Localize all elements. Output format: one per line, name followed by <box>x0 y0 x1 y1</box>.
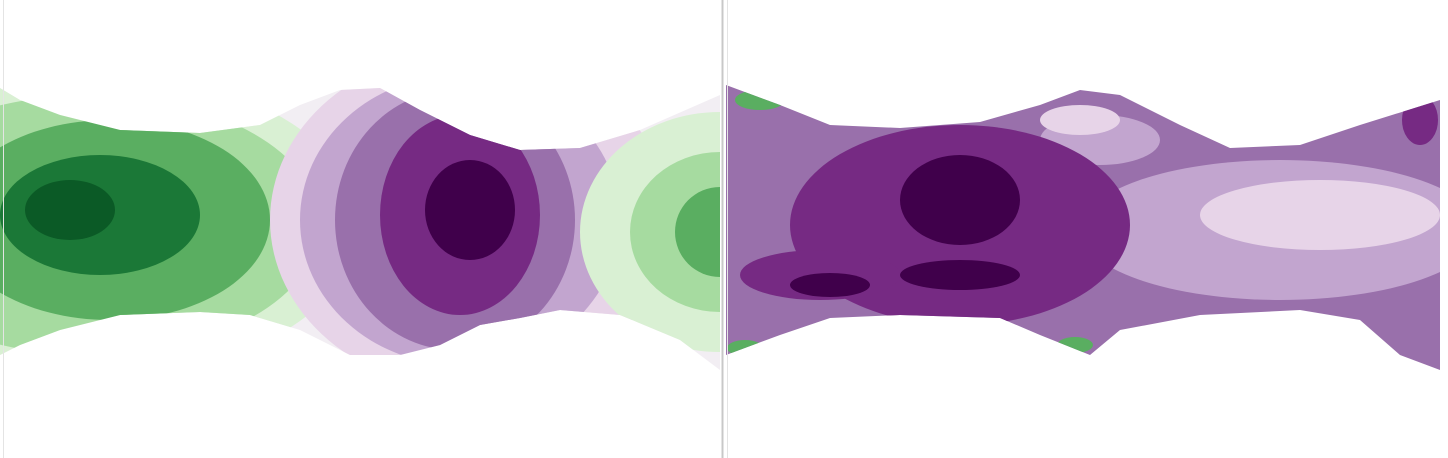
contour-fill <box>1402 95 1438 145</box>
contour-fill <box>25 180 115 240</box>
contour-fill <box>1040 105 1120 135</box>
contour-fill <box>735 90 785 110</box>
contour-fill <box>790 273 870 297</box>
contour-fill <box>900 155 1020 245</box>
contour-fill <box>727 340 763 356</box>
contour-fill <box>580 112 720 352</box>
contour-fill <box>1200 180 1440 250</box>
contour-fill <box>1057 337 1093 353</box>
contour-fill <box>900 260 1020 290</box>
contour-fill <box>425 160 515 260</box>
contour-fill <box>675 187 720 277</box>
contour-fill <box>630 152 720 312</box>
